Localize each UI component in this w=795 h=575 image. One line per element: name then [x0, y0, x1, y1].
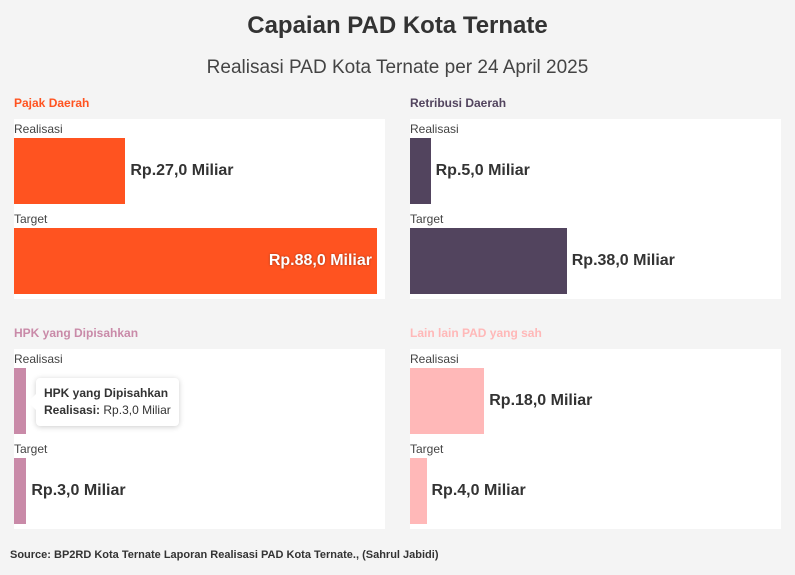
bar-target[interactable]: [410, 458, 427, 524]
chart-subtitle: Realisasi PAD Kota Ternate per 24 April …: [206, 57, 589, 78]
data-label: Rp.27,0 Miliar: [130, 162, 234, 179]
bar-category-label: Target: [14, 442, 48, 456]
bar-realisasi[interactable]: [410, 368, 485, 434]
panel-title: Retribusi Daerah: [410, 96, 507, 110]
bar-target[interactable]: [14, 228, 377, 294]
panel-title: Pajak Daerah: [14, 96, 90, 110]
bar-category-label: Realisasi: [410, 352, 459, 366]
bar-category-label: Realisasi: [410, 122, 459, 136]
bar-category-label: Realisasi: [14, 122, 63, 136]
bar-target[interactable]: [410, 228, 567, 294]
data-label: Rp.38,0 Miliar: [571, 252, 675, 269]
data-label: Rp.18,0 Miliar: [489, 392, 593, 409]
data-label: Rp.88,0 Miliar: [268, 252, 372, 269]
tooltip-key: Realisasi:: [44, 403, 101, 417]
data-label: Rp.5,0 Miliar: [435, 162, 530, 179]
tooltip-value: Rp.3,0 Miliar: [103, 403, 171, 417]
data-label: Rp.4,0 Miliar: [431, 482, 526, 499]
bar-realisasi[interactable]: [14, 368, 27, 434]
panel: Realisasi Target Rp.3,0 Miliar: [14, 349, 385, 529]
bar-realisasi[interactable]: [410, 138, 431, 204]
bar-target[interactable]: [14, 458, 27, 524]
panel: Realisasi Rp.5,0 Miliar Target Rp.38,0 Mili…: [410, 119, 781, 299]
tooltip: HPK yang Dipisahkan Realisasi: Rp.3,0 Mi…: [28, 378, 179, 426]
bar-realisasi[interactable]: [14, 138, 126, 204]
data-label: Rp.3,0 Miliar: [31, 482, 126, 499]
source-note: Source: BP2RD Kota Ternate Laporan Reali…: [10, 549, 439, 561]
bar-category-label: Target: [410, 442, 444, 456]
panel-title: Lain lain PAD yang sah: [410, 326, 542, 340]
panel-title: HPK yang Dipisahkan: [14, 326, 139, 340]
tooltip-title: HPK yang Dipisahkan: [44, 386, 169, 400]
panel: Realisasi Rp.27,0 Miliar Target Rp.88,0 Mil…: [14, 119, 385, 299]
bar-category-label: Target: [14, 212, 48, 226]
chart-title: Capaian PAD Kota Ternate: [247, 12, 548, 39]
bar-category-label: Realisasi: [14, 352, 63, 366]
bar-category-label: Target: [410, 212, 444, 226]
panel: Realisasi Rp.18,0 Miliar Target Rp.4,0 Mili…: [410, 349, 781, 529]
